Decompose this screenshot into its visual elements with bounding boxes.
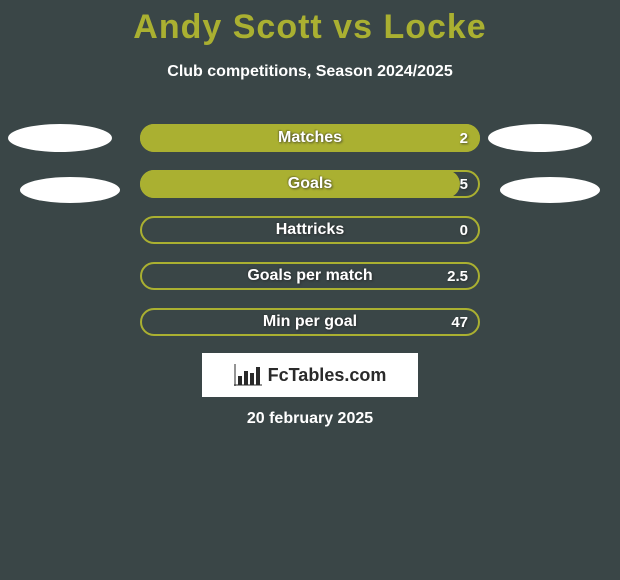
left-player-ellipse-1 — [8, 124, 112, 152]
bar-fill — [140, 170, 460, 198]
date-label: 20 february 2025 — [0, 410, 620, 428]
comparison-infographic: Andy Scott vs Locke Club competitions, S… — [0, 0, 620, 580]
subtitle: Club competitions, Season 2024/2025 — [0, 63, 620, 81]
stat-row-goals-per-match: Goals per match 2.5 — [140, 262, 480, 290]
bar-fill — [140, 124, 480, 152]
bar-chart-icon — [234, 364, 262, 386]
brand-logo: FcTables.com — [202, 353, 418, 397]
stat-row-hattricks: Hattricks 0 — [140, 216, 480, 244]
brand-logo-text: FcTables.com — [268, 365, 387, 386]
bar-outline — [140, 308, 480, 336]
stat-row-min-per-goal: Min per goal 47 — [140, 308, 480, 336]
left-player-ellipse-2 — [20, 177, 120, 203]
right-player-ellipse-1 — [488, 124, 592, 152]
page-title: Andy Scott vs Locke — [0, 8, 620, 47]
bar-outline — [140, 262, 480, 290]
bar-outline — [140, 216, 480, 244]
stat-row-matches: Matches 2 — [140, 124, 480, 152]
right-player-ellipse-2 — [500, 177, 600, 203]
stat-row-goals: Goals 5 — [140, 170, 480, 198]
